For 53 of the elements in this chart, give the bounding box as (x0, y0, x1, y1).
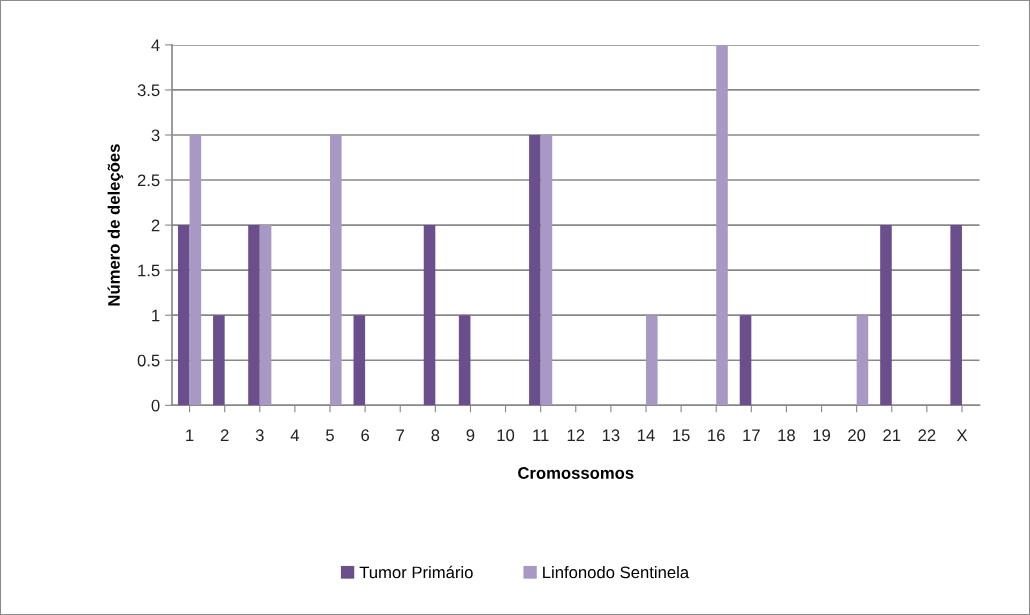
x-tick-label: 2 (220, 429, 229, 441)
x-tick-label: 11 (533, 429, 549, 441)
x-tick-label: X (956, 429, 968, 441)
y-axis-title: Número de deleções (107, 144, 124, 306)
x-tick-label: 9 (466, 429, 475, 442)
x-tick-label: 3 (255, 429, 264, 442)
bar (645, 315, 658, 406)
x-tick-label: 17 (743, 429, 760, 441)
y-tick-label: 3.5 (137, 84, 160, 97)
x-tick-label: 15 (673, 429, 690, 442)
y-tick-label: 1 (152, 309, 160, 322)
bar (353, 315, 366, 406)
bar (540, 134, 553, 406)
x-tick-label: 21 (883, 429, 901, 441)
y-tick-label: 3 (151, 129, 160, 142)
legend-label: Linfonodo Sentinela (543, 566, 690, 579)
x-tick-label: 4 (290, 429, 300, 441)
bar (423, 225, 436, 406)
bar (880, 225, 892, 406)
x-tick-label: 18 (778, 429, 795, 442)
bar (330, 134, 342, 406)
x-tick-label: 16 (708, 429, 725, 442)
bar (248, 225, 260, 406)
x-tick-label: 12 (567, 429, 585, 441)
y-tick-label: 4 (151, 39, 160, 51)
legend-label: Tumor Primário (359, 565, 473, 579)
x-tick-label: 5 (326, 429, 334, 442)
x-tick-label: 6 (361, 429, 370, 442)
x-tick-label: 14 (637, 429, 655, 441)
bar (739, 315, 752, 406)
bar (716, 44, 728, 406)
y-tick-label: 0 (151, 399, 160, 412)
bar (177, 225, 190, 406)
x-axis-title: Cromossomos (518, 467, 634, 479)
bar (856, 315, 869, 406)
bar (259, 225, 272, 406)
y-tick-label: 2 (151, 219, 160, 232)
bar (189, 134, 202, 406)
bar (458, 315, 471, 406)
x-tick-label: 13 (602, 429, 620, 442)
bar (529, 134, 541, 406)
x-tick-label: 8 (431, 429, 440, 442)
y-tick-label: 2.5 (137, 174, 160, 187)
x-tick-label: 22 (918, 429, 936, 441)
x-tick-label: 20 (848, 429, 866, 442)
bar (213, 315, 225, 406)
x-tick-label: 10 (497, 429, 515, 442)
x-tick-label: 7 (396, 429, 405, 441)
x-tick-label: 1 (186, 429, 194, 441)
x-tick-label: 19 (813, 429, 831, 442)
y-tick-label: 1.5 (138, 264, 160, 277)
bar (950, 225, 962, 406)
y-tick-label: 0.5 (137, 354, 160, 367)
